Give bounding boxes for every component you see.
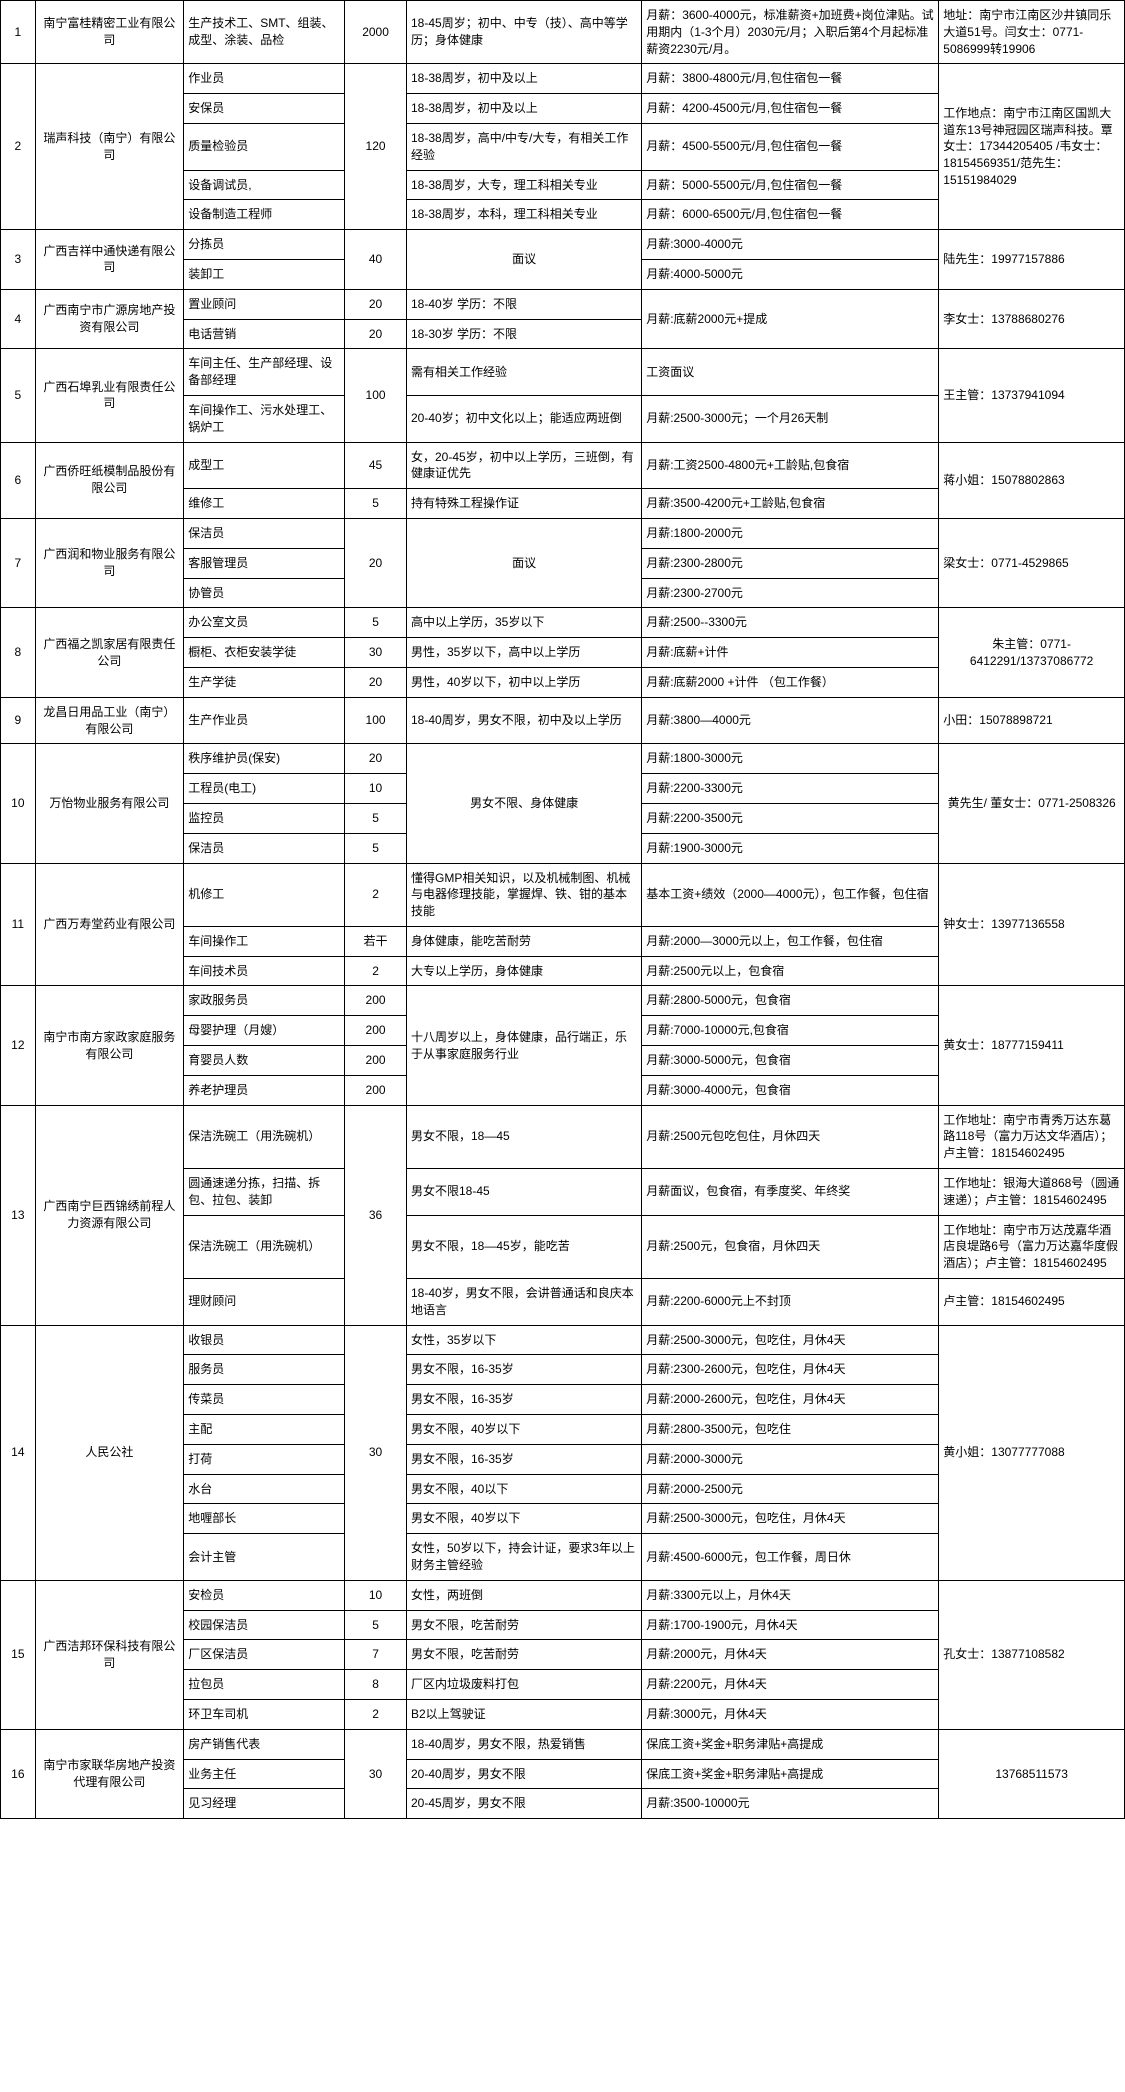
job-table: 1南宁富桂精密工业有限公司生产技术工、SMT、组装、成型、涂装、品检200018…	[0, 0, 1125, 1819]
table-row: 11广西万寿堂药业有限公司机修工2懂得GMP相关知识，以及机械制图、机械与电器修…	[1, 863, 1125, 926]
table-row: 13广西南宁巨西锦绣前程人力资源有限公司保洁洗碗工（用洗碗机）36男女不限，18…	[1, 1105, 1125, 1168]
table-row: 4广西南宁市广源房地产投资有限公司置业顾问2018-40岁 学历：不限月薪:底薪…	[1, 289, 1125, 319]
table-row: 3广西吉祥中通快递有限公司分拣员40面议月薪:3000-4000元陆先生：199…	[1, 230, 1125, 260]
table-row: 5广西石埠乳业有限责任公司车间主任、生产部经理、设备部经理100需有相关工作经验…	[1, 349, 1125, 396]
table-row: 8广西福之凯家居有限责任公司办公室文员5高中以上学历，35岁以下月薪:2500-…	[1, 608, 1125, 638]
table-row: 15广西洁邦环保科技有限公司安检员10女性，两班倒月薪:3300元以上，月休4天…	[1, 1580, 1125, 1610]
table-row: 6广西侨旺纸模制品股份有限公司成型工45女，20-45岁，初中以上学历，三班倒，…	[1, 442, 1125, 489]
table-row: 7广西润和物业服务有限公司保洁员20面议月薪:1800-2000元梁女士：077…	[1, 518, 1125, 548]
table-row: 14人民公社收银员30女性，35岁以下月薪:2500-3000元，包吃住，月休4…	[1, 1325, 1125, 1355]
table-row: 12南宁市南方家政家庭服务有限公司家政服务员200十八周岁以上，身体健康，品行端…	[1, 986, 1125, 1016]
table-row: 1南宁富桂精密工业有限公司生产技术工、SMT、组装、成型、涂装、品检200018…	[1, 1, 1125, 64]
table-row: 16南宁市家联华房地产投资代理有限公司房产销售代表3018-40周岁，男女不限，…	[1, 1729, 1125, 1759]
table-row: 10万怡物业服务有限公司秩序维护员(保安)20男女不限、身体健康月薪:1800-…	[1, 744, 1125, 774]
table-row: 9龙昌日用品工业（南宁）有限公司生产作业员10018-40周岁，男女不限，初中及…	[1, 697, 1125, 744]
table-row: 2瑞声科技（南宁）有限公司作业员12018-38周岁，初中及以上月薪：3800-…	[1, 64, 1125, 94]
